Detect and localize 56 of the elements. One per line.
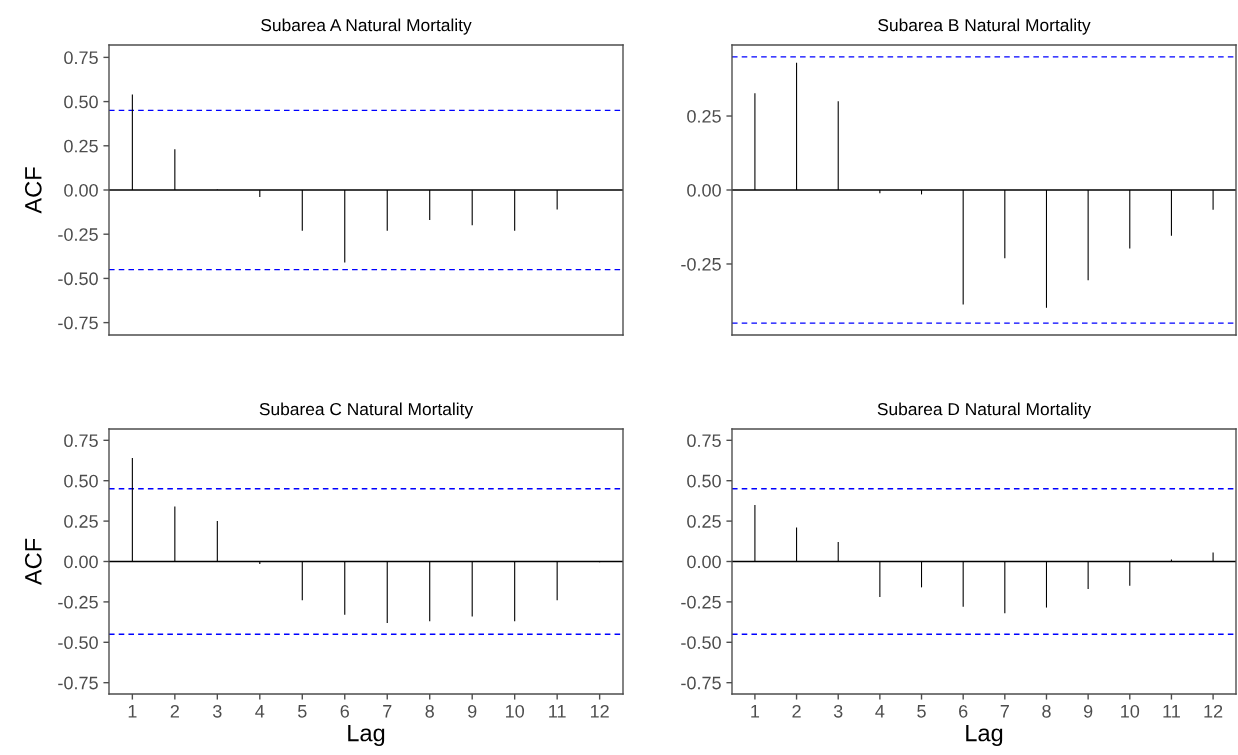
x-tick-label: 3	[212, 704, 222, 718]
x-axis-title: Lag	[348, 724, 385, 747]
y-tick-label: -0.25	[681, 257, 721, 271]
y-axis-title: ACF	[24, 167, 42, 214]
x-tick-label: 7	[1000, 705, 1009, 718]
chart-title: Subarea D Natural Mortality	[877, 402, 1092, 419]
x-tick-label: 11	[549, 705, 566, 718]
x-tick-label: 12	[1204, 704, 1223, 718]
x-tick-label: 2	[170, 704, 179, 718]
chart-title: Subarea C Natural Mortality	[259, 402, 474, 419]
y-tick-label: 0.25	[687, 109, 721, 123]
y-tick-label: 0.00	[687, 555, 721, 569]
x-tick-label: 8	[1042, 704, 1051, 718]
chart-title: Subarea B Natural Mortality	[878, 18, 1091, 35]
x-axis-title: Lag	[966, 724, 1003, 747]
y-tick-label: 0.75	[64, 51, 98, 65]
x-tick-label: 1	[751, 705, 760, 718]
y-tick-label: -0.25	[681, 595, 721, 609]
x-tick-label: 12	[590, 704, 609, 718]
x-tick-label: 6	[340, 704, 349, 718]
y-tick-label: 0.00	[64, 183, 98, 197]
y-tick-label: 0.00	[64, 555, 98, 569]
y-tick-label: -0.50	[58, 636, 98, 650]
y-tick-label: -0.75	[58, 316, 98, 330]
x-tick-label: 3	[833, 704, 843, 718]
y-tick-label: -0.25	[58, 595, 98, 609]
x-tick-label: 11	[1163, 705, 1180, 718]
y-tick-label: -0.50	[58, 272, 98, 286]
y-tick-label: -0.75	[681, 676, 721, 690]
chart-title: Subarea A Natural Mortality	[261, 18, 472, 35]
x-tick-label: 5	[917, 705, 926, 718]
x-tick-label: 4	[255, 705, 265, 718]
y-tick-label: 0.00	[687, 183, 721, 197]
y-tick-label: 0.25	[64, 515, 98, 528]
x-tick-label: 9	[1083, 704, 1093, 718]
y-tick-label: -0.50	[681, 636, 721, 650]
y-tick-label: -0.75	[58, 676, 98, 690]
y-axis-title: ACF	[24, 538, 42, 586]
y-tick-label: 0.50	[64, 95, 98, 109]
x-tick-label: 6	[959, 704, 968, 718]
x-tick-label: 5	[297, 705, 307, 718]
x-tick-label: 10	[506, 704, 525, 718]
y-tick-label: 0.25	[64, 139, 98, 153]
y-tick-label: 0.75	[687, 434, 721, 448]
x-tick-label: 7	[383, 705, 392, 718]
x-tick-label: 10	[1121, 704, 1140, 718]
x-tick-label: 8	[425, 704, 434, 718]
x-tick-label: 2	[792, 704, 801, 718]
y-tick-label: 0.50	[64, 474, 98, 488]
y-tick-label: 0.50	[687, 474, 721, 488]
x-tick-label: 9	[468, 704, 477, 718]
y-tick-label: -0.25	[58, 228, 98, 241]
x-tick-label: 1	[128, 705, 137, 718]
y-tick-label: 0.25	[687, 515, 721, 528]
y-tick-label: 0.75	[64, 434, 98, 448]
x-tick-label: 4	[875, 705, 885, 718]
